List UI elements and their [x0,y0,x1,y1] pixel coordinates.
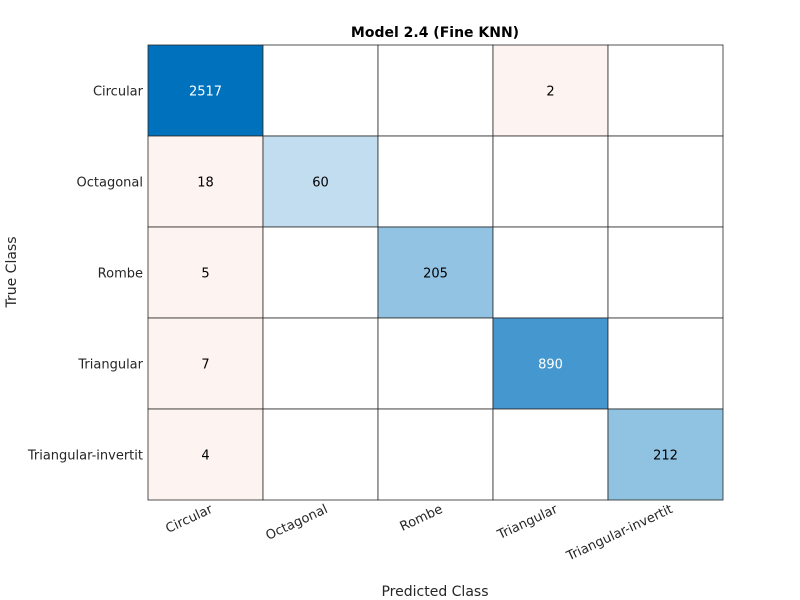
cell-value-label: 7 [201,358,209,373]
matrix-cell [607,44,724,137]
matrix-cells [147,44,724,501]
matrix-cell [377,408,494,501]
matrix-cell [262,408,379,501]
y-tick-label: Circular [93,85,144,100]
matrix-cell [377,226,494,319]
matrix-cell [607,135,724,228]
matrix-cell [492,317,609,410]
matrix-cell [377,317,494,410]
cell-value-label: 890 [538,358,563,373]
cell-value-label: 2 [546,85,554,100]
x-tick-label: Rombe [398,502,445,535]
matrix-cell [492,408,609,501]
cell-value-label: 212 [653,449,678,464]
matrix-cell [607,408,724,501]
y-tick-label: Triangular-invertit [27,449,143,464]
cell-value-label: 2517 [189,85,222,100]
x-tick-label: Circular [163,502,215,537]
cell-value-label: 60 [312,176,329,191]
x-tick-labels: Circular Octagonal Rombe Triangular Triangul… [163,502,675,565]
cell-value-label: 205 [423,267,448,282]
matrix-cell [262,226,379,319]
y-tick-label: Triangular [77,358,143,373]
matrix-cell [492,44,609,137]
matrix-cell [492,135,609,228]
matrix-cell [147,135,264,228]
y-axis-label: True Class [4,236,20,308]
matrix-cell [147,317,264,410]
matrix-cell [262,317,379,410]
matrix-cell [262,44,379,137]
y-tick-label: Octagonal [77,176,143,191]
cell-value-label: 4 [201,449,209,464]
x-tick-label: Triangular [494,502,560,544]
cell-value-label: 18 [197,176,214,191]
matrix-cell [147,44,264,137]
y-tick-labels: Circular Octagonal Rombe Triangular Triangul… [27,85,144,464]
matrix-cell [377,135,494,228]
matrix-values: 2517 2 18 60 5 205 7 890 4 212 [189,85,678,464]
x-axis-label: Predicted Class [381,584,488,600]
matrix-cell [492,226,609,319]
x-tick-label: Octagonal [264,502,331,544]
matrix-cell [377,44,494,137]
chart-title: Model 2.4 (Fine KNN) [351,25,519,41]
y-tick-label: Rombe [98,267,143,282]
matrix-cell [607,226,724,319]
matrix-cell [607,317,724,410]
matrix-cell [147,408,264,501]
cell-value-label: 5 [201,267,209,282]
x-tick-label: Triangular-invertit [564,502,676,565]
